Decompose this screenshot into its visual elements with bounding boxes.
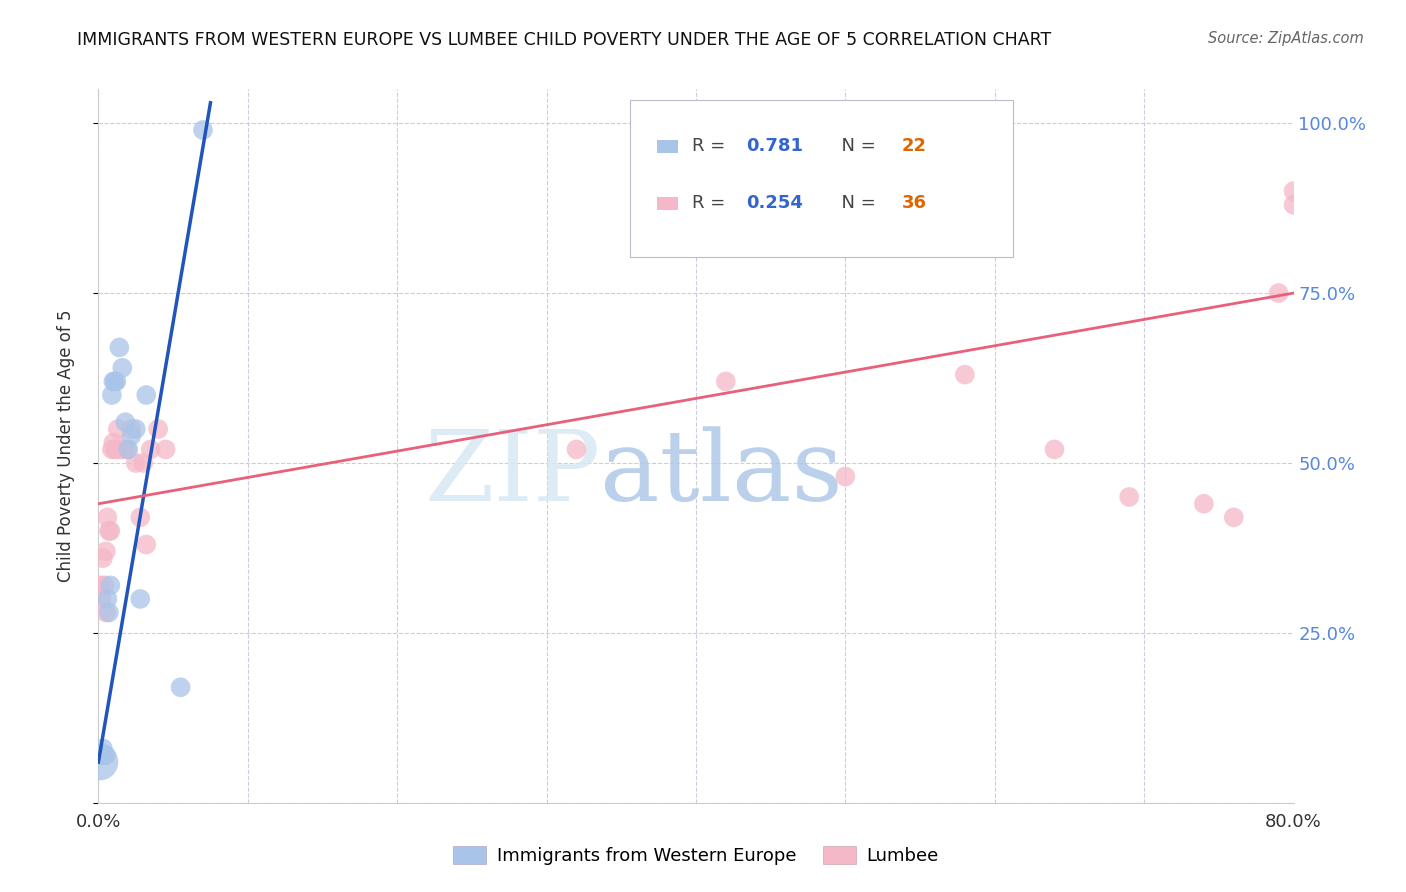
Point	[101, 388, 124, 402]
Point	[112, 442, 135, 457]
Point	[1043, 442, 1066, 457]
Point	[94, 748, 117, 763]
Point	[1282, 198, 1305, 212]
Text: 0.781: 0.781	[747, 137, 803, 155]
Point	[105, 442, 128, 457]
Point	[114, 415, 136, 429]
Legend: Immigrants from Western Europe, Lumbee: Immigrants from Western Europe, Lumbee	[446, 838, 946, 872]
Point	[169, 680, 191, 694]
Text: atlas: atlas	[600, 426, 844, 523]
Point	[111, 360, 134, 375]
Point	[129, 510, 152, 524]
Point	[125, 422, 148, 436]
Point	[714, 375, 737, 389]
Point	[107, 422, 129, 436]
Point	[148, 422, 170, 436]
Point	[135, 537, 157, 551]
Point	[129, 591, 152, 606]
Point	[115, 442, 138, 457]
Text: 22: 22	[901, 137, 927, 155]
Point	[834, 469, 856, 483]
Text: ZIP: ZIP	[425, 426, 600, 523]
Point	[132, 456, 155, 470]
Point	[94, 606, 117, 620]
Point	[91, 741, 114, 756]
Point	[135, 388, 157, 402]
Point	[105, 375, 128, 389]
Point	[94, 544, 117, 558]
Point	[90, 591, 112, 606]
Point	[89, 755, 111, 769]
Point	[1192, 497, 1215, 511]
Text: R =: R =	[692, 194, 731, 212]
Point	[96, 510, 118, 524]
FancyBboxPatch shape	[657, 197, 678, 210]
Point	[1267, 286, 1289, 301]
Text: 0.254: 0.254	[747, 194, 803, 212]
Point	[98, 578, 122, 592]
Point	[93, 748, 115, 763]
Point	[93, 578, 115, 592]
Point	[103, 435, 125, 450]
Text: 36: 36	[901, 194, 927, 212]
Point	[103, 375, 125, 389]
Point	[104, 442, 127, 457]
Point	[1118, 490, 1140, 504]
Text: N =: N =	[830, 137, 882, 155]
Point	[565, 442, 588, 457]
Text: R =: R =	[692, 137, 731, 155]
Point	[98, 524, 122, 538]
FancyBboxPatch shape	[657, 140, 678, 153]
Point	[953, 368, 976, 382]
Text: Source: ZipAtlas.com: Source: ZipAtlas.com	[1208, 31, 1364, 46]
Point	[120, 422, 142, 436]
Point	[96, 591, 118, 606]
Point	[91, 551, 114, 566]
Point	[191, 123, 214, 137]
Point	[1282, 184, 1305, 198]
Point	[101, 442, 124, 457]
Point	[104, 375, 127, 389]
Point	[97, 524, 120, 538]
Point	[1223, 510, 1246, 524]
Point	[155, 442, 177, 457]
Point	[108, 341, 131, 355]
Text: N =: N =	[830, 194, 882, 212]
Point	[97, 606, 120, 620]
Point	[120, 429, 142, 443]
Point	[90, 748, 112, 763]
Point	[125, 456, 148, 470]
Y-axis label: Child Poverty Under the Age of 5: Child Poverty Under the Age of 5	[56, 310, 75, 582]
Point	[110, 442, 132, 457]
Text: IMMIGRANTS FROM WESTERN EUROPE VS LUMBEE CHILD POVERTY UNDER THE AGE OF 5 CORREL: IMMIGRANTS FROM WESTERN EUROPE VS LUMBEE…	[77, 31, 1052, 49]
FancyBboxPatch shape	[630, 100, 1012, 257]
Point	[117, 442, 139, 457]
Point	[89, 578, 111, 592]
Point	[139, 442, 162, 457]
